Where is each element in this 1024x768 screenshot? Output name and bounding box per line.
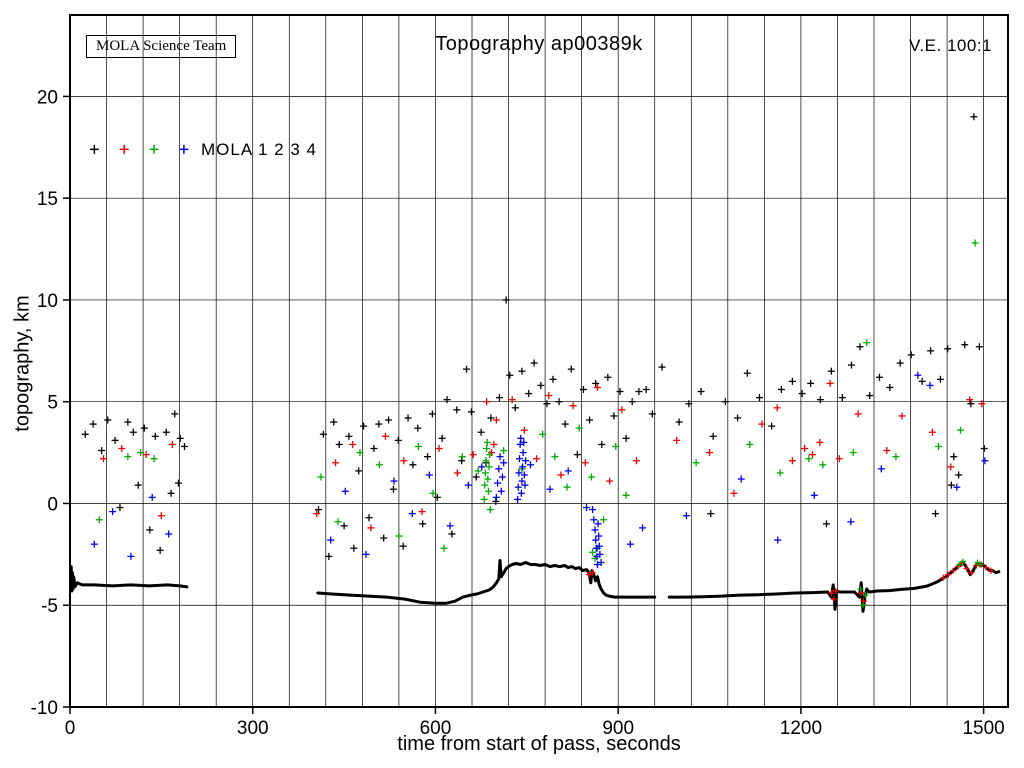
y-tick-labels: -10 -5 0 5 10 15 20: [31, 87, 70, 719]
vertical-exaggeration-label: V.E. 100:1: [909, 36, 992, 55]
legend-markers: [89, 144, 189, 154]
credit-box: MOLA Science Team: [86, 35, 237, 58]
scatter-mola-1: [81, 113, 988, 560]
y-tick-label: 10: [37, 291, 58, 312]
x-tick-label: 0: [65, 718, 76, 739]
y-tick-label: 0: [47, 494, 58, 515]
ground-track-trace: [69, 559, 1001, 613]
x-tick-label: 900: [602, 718, 634, 739]
legend-label: MOLA 1 2 3 4: [201, 140, 317, 159]
scatter-mola-3: [95, 239, 979, 562]
grid-lines: [69, 15, 1008, 708]
y-tick-label: -10: [31, 698, 58, 719]
x-tick-labels: 0 300 600 900 1200 1500: [65, 707, 1005, 739]
x-tick-label: 600: [420, 718, 452, 739]
scatter-mola-4: [90, 371, 989, 569]
x-tick-label: 1200: [780, 718, 822, 739]
y-tick-label: 15: [37, 189, 58, 210]
y-tick-label: 20: [37, 87, 58, 108]
y-tick-label: -5: [41, 596, 58, 617]
x-tick-label: 1500: [962, 718, 1004, 739]
y-axis-label: topography, km: [11, 295, 34, 432]
scatter-mola-2: [100, 379, 986, 532]
trace-overlay-points-2: [857, 558, 983, 609]
x-tick-label: 300: [237, 718, 269, 739]
chart-title: Topography ap00389k: [435, 33, 643, 55]
y-tick-label: 5: [47, 393, 58, 414]
x-axis-label: time from start of pass, seconds: [397, 733, 681, 755]
plot-frame: [69, 14, 1009, 708]
